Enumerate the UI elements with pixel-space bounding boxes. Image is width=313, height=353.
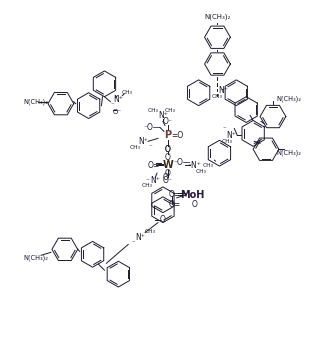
Text: O: O <box>165 145 171 154</box>
Text: CH₃: CH₃ <box>222 139 233 144</box>
Text: MoH: MoH <box>181 190 205 200</box>
Text: N(CH₃)₂: N(CH₃)₂ <box>23 98 48 105</box>
Text: CH₃: CH₃ <box>130 145 141 150</box>
Text: O⁻: O⁻ <box>163 117 173 126</box>
Text: ⁻: ⁻ <box>223 126 226 132</box>
Text: CH₃: CH₃ <box>147 108 158 113</box>
Text: N⁺: N⁺ <box>226 131 236 140</box>
Text: O: O <box>165 145 171 154</box>
Text: N(CH₃)₂: N(CH₃)₂ <box>23 254 48 261</box>
Text: CH₃: CH₃ <box>145 229 156 234</box>
Text: O=: O= <box>169 190 181 199</box>
Text: N⁺: N⁺ <box>150 176 160 185</box>
Text: N⁺: N⁺ <box>158 111 168 120</box>
Text: CH₃: CH₃ <box>203 163 214 168</box>
Text: O⁻: O⁻ <box>113 109 122 115</box>
Text: N⁺: N⁺ <box>138 137 148 146</box>
Text: N⁺: N⁺ <box>218 86 228 95</box>
Text: CH₃: CH₃ <box>212 94 223 99</box>
Text: ⁻: ⁻ <box>131 240 135 246</box>
Text: ⁻O—: ⁻O— <box>173 158 191 167</box>
Text: O: O <box>163 173 169 183</box>
Text: O⁻: O⁻ <box>163 176 173 185</box>
Text: ⁻: ⁻ <box>148 144 152 150</box>
Text: O=: O= <box>148 161 160 169</box>
Text: N⁺: N⁺ <box>113 95 123 104</box>
Text: ⁻O—: ⁻O— <box>143 123 161 132</box>
Text: O=: O= <box>169 200 181 209</box>
Text: N(CH₃)₂: N(CH₃)₂ <box>204 13 231 20</box>
Text: ⁻N⁺: ⁻N⁺ <box>188 161 202 169</box>
Text: CH₃: CH₃ <box>141 184 152 189</box>
Text: CH₃: CH₃ <box>164 108 175 113</box>
Text: CH₃: CH₃ <box>122 90 133 95</box>
Text: ⁻: ⁻ <box>145 178 149 184</box>
Text: W: W <box>162 160 173 170</box>
Text: O: O <box>192 200 198 209</box>
Text: P: P <box>164 130 172 140</box>
Text: N(CH₃)₂: N(CH₃)₂ <box>276 150 301 156</box>
Text: O⁻: O⁻ <box>160 215 170 224</box>
Text: O: O <box>165 168 171 178</box>
Text: N⁺: N⁺ <box>135 233 145 242</box>
Text: ⁻: ⁻ <box>110 103 114 109</box>
Text: N(CH₃)₂: N(CH₃)₂ <box>276 95 301 102</box>
Text: =O: =O <box>172 131 184 140</box>
Text: CH₃: CH₃ <box>196 168 207 174</box>
Text: O: O <box>165 153 171 162</box>
